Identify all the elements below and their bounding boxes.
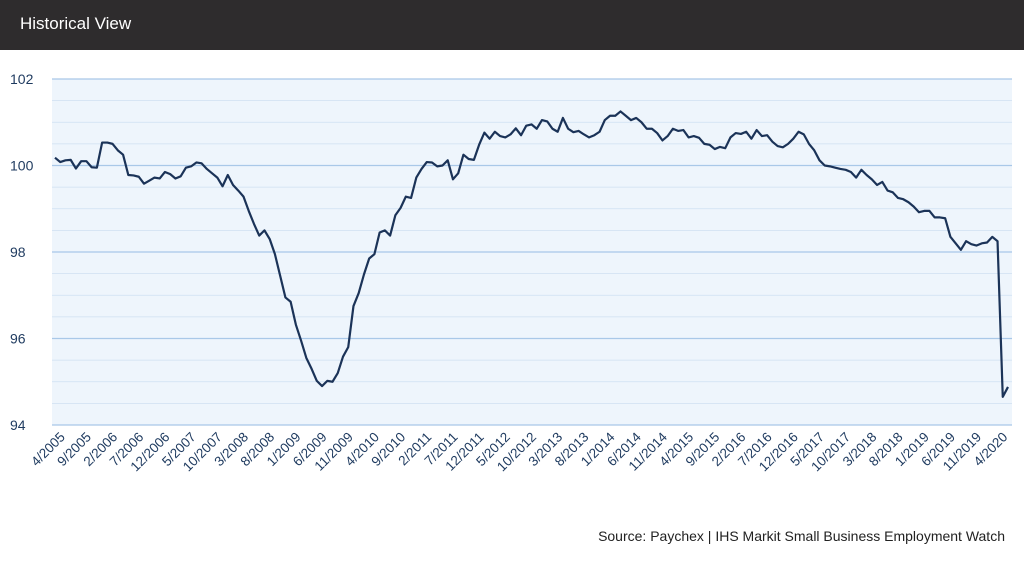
header-bar: Historical View <box>0 0 1024 50</box>
grid-lines <box>52 78 1012 426</box>
series-line <box>54 110 1009 398</box>
page-title: Historical View <box>20 14 132 33</box>
y-tick-label: 94 <box>10 417 26 433</box>
y-axis: 94 96 98 100 102 <box>10 71 34 433</box>
y-tick-label: 100 <box>10 158 34 174</box>
y-tick-label: 98 <box>10 244 26 260</box>
x-axis: 4/20059/20052/20067/200612/20065/200710/… <box>28 429 1010 474</box>
source-note: Source: Paychex | IHS Markit Small Busin… <box>598 528 1005 544</box>
y-tick-label: 96 <box>10 331 26 347</box>
y-tick-label: 102 <box>10 71 34 87</box>
employment-index-line-chart: 94 96 98 100 102 4/20059/20052/20067/200612/… <box>10 71 1012 474</box>
